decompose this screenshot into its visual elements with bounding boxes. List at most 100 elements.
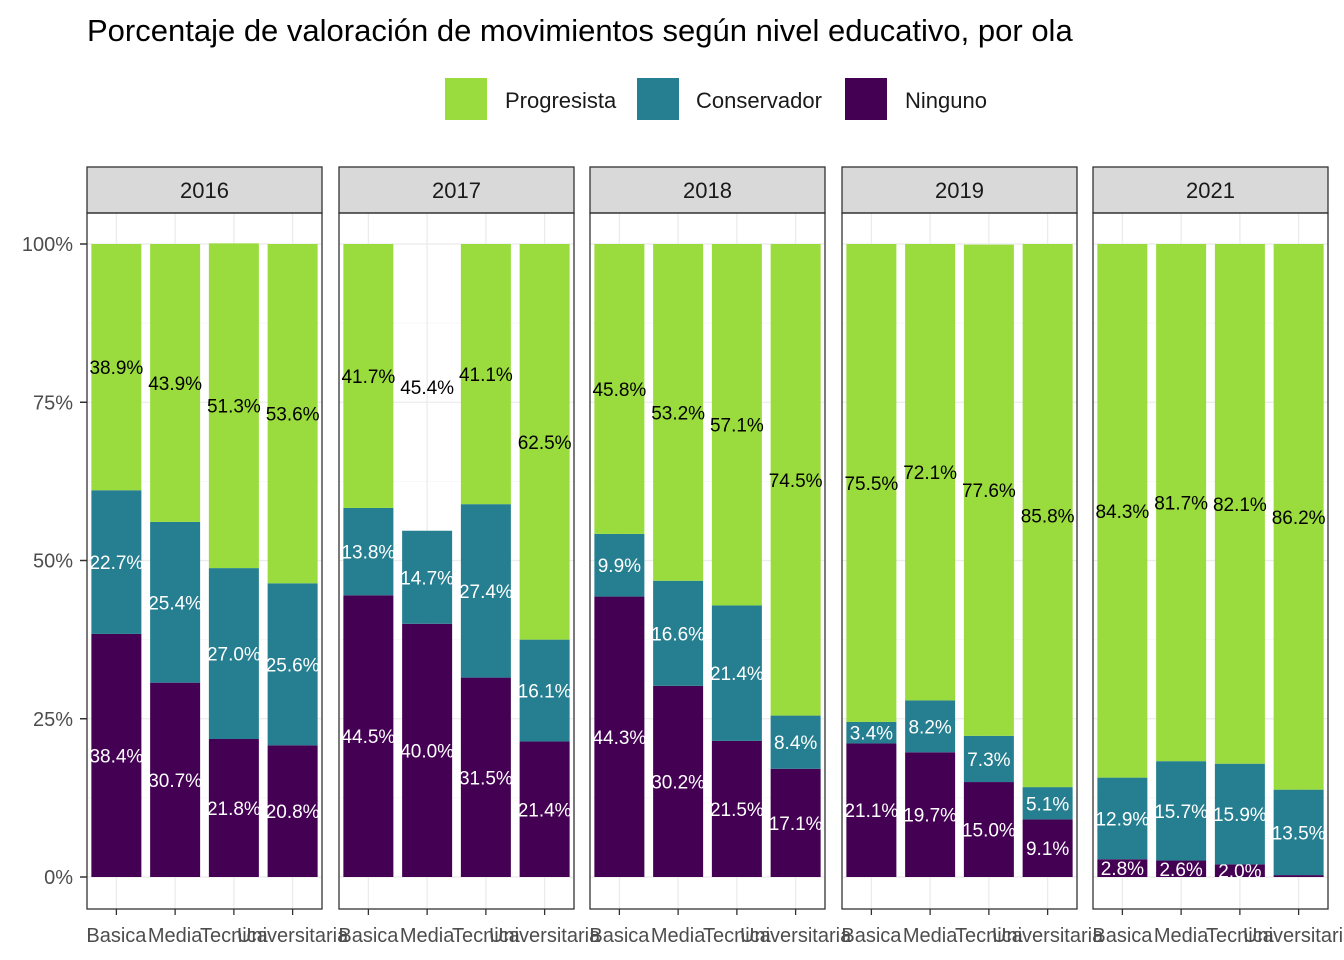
bar-progresista xyxy=(519,244,570,640)
panel-2018: 2018 44.3% 9.9% 45.8% Basica 30.2% 16.6% 53.2% M… xyxy=(589,166,852,947)
data-label: 9.9% xyxy=(598,556,641,577)
bar-ninguno xyxy=(653,685,704,877)
x-tick-label: Media xyxy=(148,925,203,947)
panel-border xyxy=(338,212,575,910)
strip-label: 2019 xyxy=(935,178,984,203)
bar-conservador xyxy=(711,605,762,741)
bar-progresista xyxy=(770,244,821,716)
strip-label: 2021 xyxy=(1186,178,1235,203)
bar-ninguno xyxy=(770,768,821,877)
bar-ninguno xyxy=(460,677,511,877)
panel-border xyxy=(841,212,1078,910)
bar-conservador xyxy=(402,530,453,624)
x-tick-label: Basica xyxy=(86,925,147,947)
bar-ninguno xyxy=(846,743,897,877)
data-label: 14.7% xyxy=(400,568,454,589)
data-label: 13.8% xyxy=(341,543,395,564)
legend-key-ninguno xyxy=(845,78,887,120)
bar-conservador xyxy=(208,568,259,740)
bar-ninguno xyxy=(711,740,762,877)
data-label: 20.8% xyxy=(266,802,320,823)
data-label: 21.4% xyxy=(518,800,572,821)
bar-conservador xyxy=(846,721,897,744)
panels: 2016 38.4% 22.7% 38.9% Basica 30.7% 25.4% 43.9%… xyxy=(86,166,1344,947)
x-tick-label: Universitaria xyxy=(1243,925,1344,947)
data-label: 45.4% xyxy=(400,378,454,399)
legend-label-progresista: Progresista xyxy=(505,88,617,113)
data-label: 12.9% xyxy=(1095,809,1149,830)
data-label: 25.4% xyxy=(148,593,202,614)
data-label: 8.4% xyxy=(774,733,817,754)
x-tick-label: Basica xyxy=(589,925,650,947)
y-tick-label: 50% xyxy=(33,551,73,573)
bar-ninguno xyxy=(208,739,259,877)
data-label: 81.7% xyxy=(1154,494,1208,515)
bar-ninguno xyxy=(1273,875,1324,877)
data-label: 38.9% xyxy=(89,358,143,379)
data-label: 17.1% xyxy=(769,814,823,835)
data-label: 3.4% xyxy=(850,724,893,745)
bar-progresista xyxy=(905,244,956,701)
data-label: 30.7% xyxy=(148,771,202,792)
x-tick-label: Media xyxy=(651,925,706,947)
data-label: 5.1% xyxy=(1026,794,1069,815)
data-label: 77.6% xyxy=(962,481,1016,502)
bar-ninguno xyxy=(594,596,645,877)
data-label: 84.3% xyxy=(1095,502,1149,523)
data-label: 30.2% xyxy=(651,772,705,793)
x-tick-label: Tecnica xyxy=(452,925,521,947)
bar-conservador xyxy=(1097,777,1148,860)
strip-2018 xyxy=(589,166,826,214)
bar-conservador xyxy=(770,715,821,769)
panel-border xyxy=(86,212,323,910)
bar-conservador xyxy=(1273,789,1324,876)
bar-progresista xyxy=(1214,244,1265,764)
legend-key-progresista xyxy=(445,78,487,120)
strip-2016 xyxy=(86,166,323,214)
bar-progresista xyxy=(208,243,259,569)
strip-2021 xyxy=(1092,166,1329,214)
bar-conservador xyxy=(519,639,570,742)
data-label: 27.0% xyxy=(207,645,261,666)
x-tick-label: Media xyxy=(1154,925,1209,947)
bar-conservador xyxy=(267,583,318,746)
bar-conservador xyxy=(594,533,645,597)
data-label: 15.0% xyxy=(962,821,1016,842)
strip-2019 xyxy=(841,166,1078,214)
data-label: 31.5% xyxy=(459,768,513,789)
strip-label: 2017 xyxy=(432,178,481,203)
bar-ninguno xyxy=(402,623,453,877)
bar-conservador xyxy=(963,735,1014,783)
legend-label-ninguno: Ninguno xyxy=(905,88,987,113)
data-label: 21.1% xyxy=(844,801,898,822)
bar-ninguno xyxy=(1097,859,1148,877)
x-tick-label: Tecnica xyxy=(200,925,269,947)
bar-conservador xyxy=(653,580,704,686)
legend: Progresista Conservador Ninguno xyxy=(445,78,987,120)
data-label: 19.7% xyxy=(903,806,957,827)
x-tick-label: Tecnica xyxy=(1206,925,1275,947)
panel-2021: 2021 2.8% 12.9% 84.3% Basica 2.6% 15.7% 81.7% Me… xyxy=(1092,166,1344,947)
bar-progresista xyxy=(963,244,1014,736)
bar-progresista xyxy=(711,244,762,606)
bar-progresista xyxy=(653,244,704,581)
data-label: 13.5% xyxy=(1272,823,1326,844)
strip-label: 2018 xyxy=(683,178,732,203)
bar-ninguno xyxy=(91,633,142,877)
bar-ninguno xyxy=(1156,860,1207,877)
data-label: 53.6% xyxy=(266,405,320,426)
bar-progresista xyxy=(594,244,645,534)
data-label: 40.0% xyxy=(400,741,454,762)
bar-conservador xyxy=(1214,763,1265,865)
data-label: 15.7% xyxy=(1154,802,1208,823)
bar-progresista xyxy=(91,244,142,491)
data-label: 75.5% xyxy=(844,474,898,495)
data-label: 22.7% xyxy=(89,553,143,574)
data-label: 72.1% xyxy=(903,463,957,484)
data-label: 82.1% xyxy=(1213,495,1267,516)
data-label: 16.1% xyxy=(518,682,572,703)
panel-border xyxy=(589,212,826,910)
data-label: 86.2% xyxy=(1272,508,1326,529)
bar-conservador xyxy=(460,504,511,678)
